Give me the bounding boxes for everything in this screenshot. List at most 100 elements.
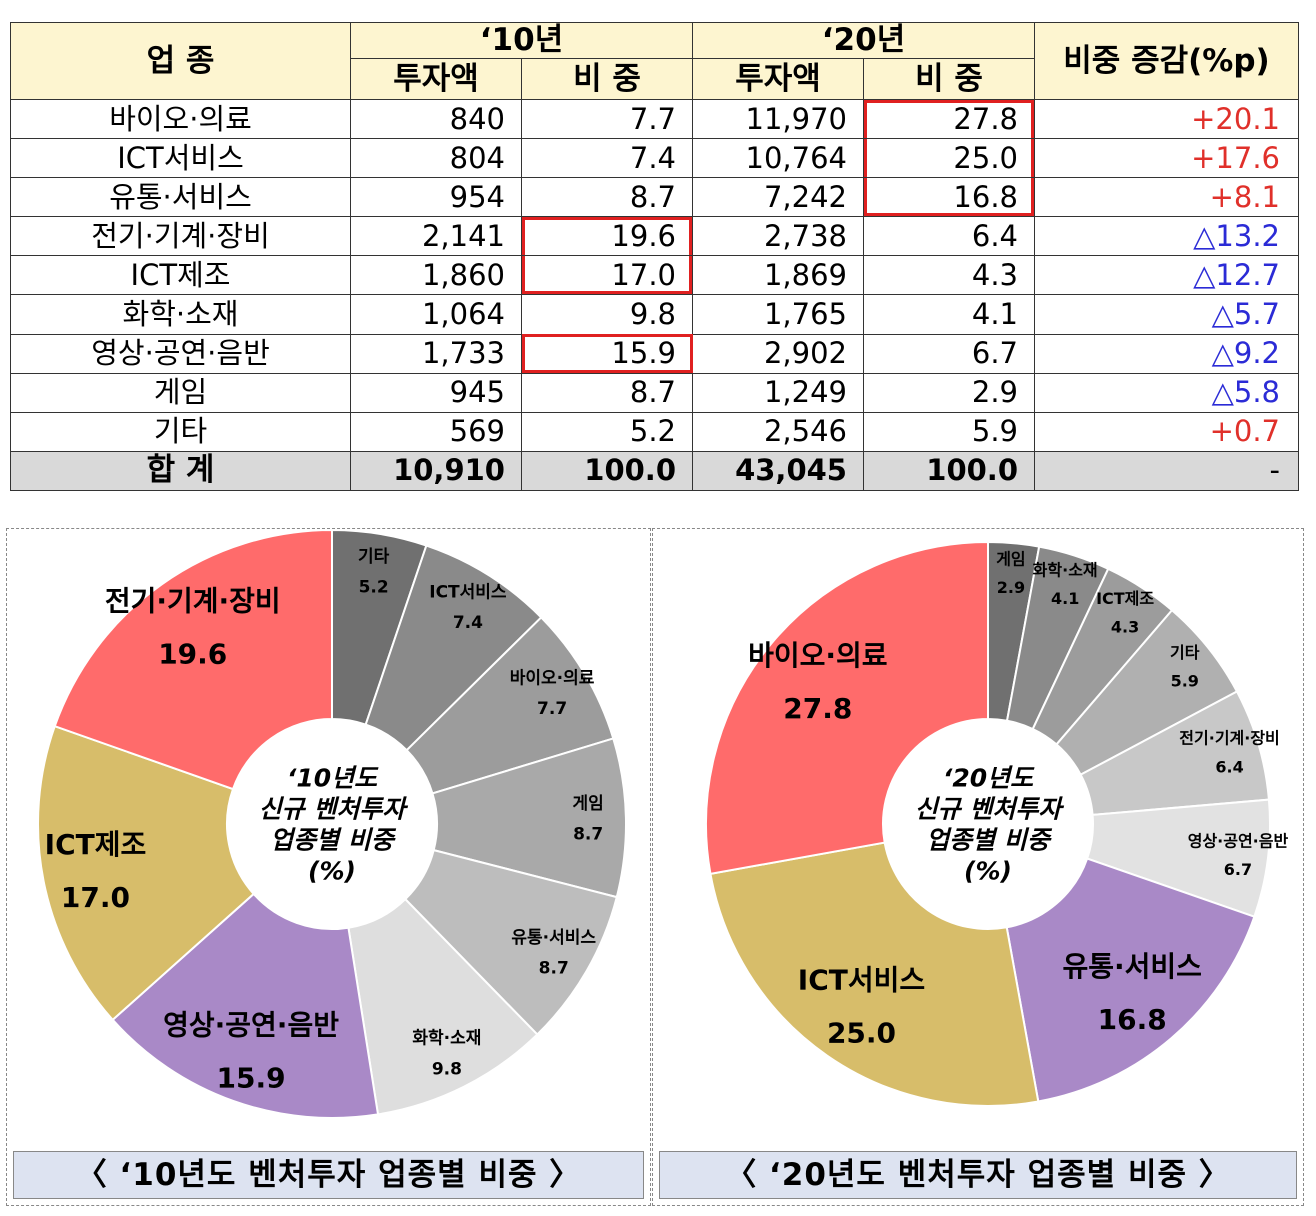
amount-2010: 2,141 (350, 216, 522, 257)
industry-name: ICT서비스 (10, 138, 351, 179)
slice-value: 5.9 (1171, 672, 1199, 691)
slice-label: 영상·공연·음반 (163, 1008, 339, 1041)
share-change: △5.7 (1034, 294, 1299, 335)
industry-name: 영상·공연·음반 (10, 333, 351, 374)
slice-label: 유통·서비스 (511, 928, 596, 948)
industry-name: 기타 (10, 411, 351, 452)
industry-name: 화학·소재 (10, 294, 351, 335)
share-2010: 8.7 (521, 177, 693, 218)
amount-2020: 10,764 (692, 138, 864, 179)
amount-2010: 1,733 (350, 333, 522, 374)
investment-table: 업 종 ‘10년 ‘20년 비중 증감(%p) 투자액 비 중 투자액 비 중 … (10, 22, 1299, 492)
slice-label: 전기·기계·장비 (1179, 729, 1279, 748)
amount-2020: 1,249 (692, 372, 864, 413)
amount-2020: 2,902 (692, 333, 864, 374)
total-amount-2020: 43,045 (692, 450, 864, 492)
table-row: 영상·공연·음반 1,733 15.9 2,902 6.7 △9.2 (10, 333, 1299, 374)
center-title-line: (%) (308, 857, 356, 886)
share-2020: 25.0 (863, 138, 1035, 179)
total-label: 합 계 (10, 450, 351, 492)
slice-label: ICT서비스 (429, 582, 507, 602)
chart-caption-2010: 〈 ‘10년도 벤처투자 업종별 비중 〉 (13, 1151, 644, 1199)
amount-2010: 954 (350, 177, 522, 218)
slice-value: 16.8 (1098, 1003, 1167, 1036)
slice-label: 전기·기계·장비 (105, 584, 281, 617)
industry-name: ICT제조 (10, 255, 351, 296)
slice-label: ICT제조 (1096, 589, 1154, 608)
donut-hole (883, 719, 1093, 929)
total-amount-2010: 10,910 (350, 450, 522, 492)
donut-hole (227, 719, 437, 929)
slice-value: 4.1 (1051, 589, 1079, 608)
slice-label: 화학·소재 (412, 1029, 481, 1049)
header-row-top: 업 종 ‘10년 ‘20년 비중 증감(%p) (10, 22, 1299, 100)
slice-value: 17.0 (61, 881, 130, 914)
center-title-line: (%) (964, 857, 1012, 886)
header-2020: ‘20년 (692, 22, 1035, 59)
header-share-2010: 비 중 (521, 58, 693, 100)
center-title-line: 업종별 비중 (270, 826, 397, 855)
share-2010: 7.7 (521, 98, 693, 140)
slice-value: 4.3 (1111, 618, 1139, 637)
amount-2020: 1,869 (692, 255, 864, 296)
amount-2010: 804 (350, 138, 522, 179)
share-change: +17.6 (1034, 138, 1299, 179)
center-title-line: 신규 벤처투자 (259, 795, 409, 824)
header-industry: 업 종 (10, 22, 351, 100)
slice-label: 게임 (996, 549, 1025, 568)
share-2020: 6.4 (863, 216, 1035, 257)
slice-value: 15.9 (217, 1061, 286, 1094)
center-title-line: ‘20년도 (943, 764, 1035, 793)
amount-2010: 945 (350, 372, 522, 413)
table-row: 기타 569 5.2 2,546 5.9 +0.7 (10, 411, 1299, 452)
amount-2020: 2,738 (692, 216, 864, 257)
table-row: 유통·서비스 954 8.7 7,242 16.8 +8.1 (10, 177, 1299, 218)
share-change: +8.1 (1034, 177, 1299, 218)
slice-label: ICT제조 (45, 828, 147, 861)
center-title-line: 업종별 비중 (926, 826, 1053, 855)
chart-caption-2020: 〈 ‘20년도 벤처투자 업종별 비중 〉 (659, 1151, 1297, 1199)
share-change: +20.1 (1034, 98, 1299, 140)
table-row: 게임 945 8.7 1,249 2.9 △5.8 (10, 372, 1299, 413)
industry-name: 전기·기계·장비 (10, 216, 351, 257)
donut-chart-2020: 게임 2.9 화학·소재 4.1 ICT제조 4.3 기타 5.9 전기·기계·장비 6.4 영상·… (705, 540, 1288, 1107)
share-2020: 2.9 (863, 372, 1035, 413)
slice-value: 7.7 (537, 699, 567, 719)
share-2010: 8.7 (521, 372, 693, 413)
amount-2020: 1,765 (692, 294, 864, 335)
table-row: ICT제조 1,860 17.0 1,869 4.3 △12.7 (10, 255, 1299, 296)
header-change: 비중 증감(%p) (1034, 22, 1299, 100)
slice-label: ICT서비스 (798, 963, 925, 996)
slice-value: 8.7 (539, 959, 569, 979)
slice-value: 5.2 (359, 577, 389, 597)
slice-value: 2.9 (997, 578, 1025, 597)
slice-label: 바이오·의료 (510, 669, 595, 689)
total-row: 합 계 10,910 100.0 43,045 100.0 - (10, 450, 1299, 492)
industry-name: 바이오·의료 (10, 98, 351, 140)
slice-value: 6.4 (1215, 758, 1243, 777)
share-2020: 27.8 (863, 98, 1035, 140)
chart-panel-2010: 기타 5.2 ICT서비스 7.4 바이오·의료 7.7 게임 8.7 유통·서비스 8.7 화학·… (6, 528, 651, 1206)
table-row: 바이오·의료 840 7.7 11,970 27.8 +20.1 (10, 98, 1299, 140)
share-2010: 17.0 (521, 255, 693, 296)
share-change: △9.2 (1034, 333, 1299, 374)
share-2020: 16.8 (863, 177, 1035, 218)
center-title-line: 신규 벤처투자 (915, 795, 1065, 824)
header-share-2020: 비 중 (863, 58, 1035, 100)
amount-2020: 7,242 (692, 177, 864, 218)
share-change: +0.7 (1034, 411, 1299, 452)
pie-slice (53, 529, 333, 791)
industry-name: 게임 (10, 372, 351, 413)
amount-2020: 2,546 (692, 411, 864, 452)
slice-value: 19.6 (158, 638, 227, 671)
table-row: 전기·기계·장비 2,141 19.6 2,738 6.4 △13.2 (10, 216, 1299, 257)
table-row: 화학·소재 1,064 9.8 1,765 4.1 △5.7 (10, 294, 1299, 335)
share-2020: 6.7 (863, 333, 1035, 374)
slice-label: 기타 (1170, 643, 1200, 662)
share-2010: 7.4 (521, 138, 693, 179)
amount-2010: 1,064 (350, 294, 522, 335)
share-change: △13.2 (1034, 216, 1299, 257)
amount-2010: 840 (350, 98, 522, 140)
share-2010: 19.6 (521, 216, 693, 257)
slice-value: 6.7 (1224, 860, 1252, 879)
